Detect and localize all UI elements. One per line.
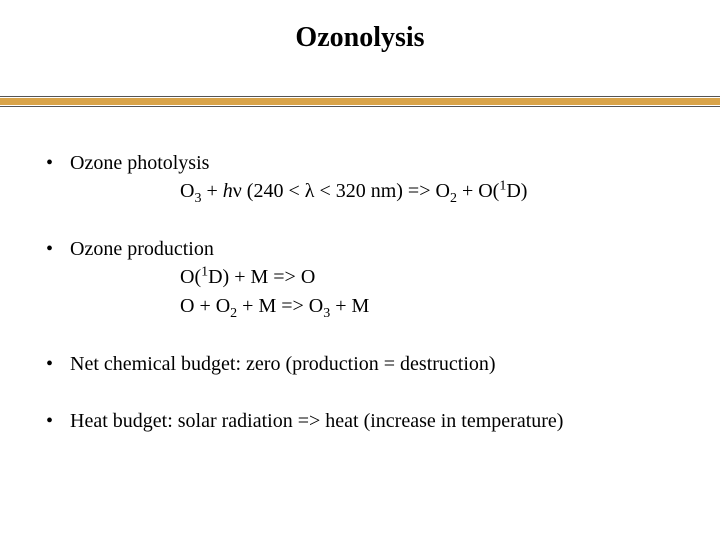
- bullet-item: • Heat budget: solar radiation => heat (…: [46, 408, 680, 435]
- eq-text: O: [180, 180, 194, 202]
- bullet-marker: •: [46, 150, 70, 206]
- eq-text: + M => O: [237, 295, 323, 317]
- bullet-body: Heat budget: solar radiation => heat (in…: [70, 408, 680, 435]
- bullet-label: Ozone production: [70, 236, 680, 263]
- eq-text: + M: [330, 295, 369, 317]
- slide-title: Ozonolysis: [0, 0, 720, 72]
- bullet-marker: •: [46, 236, 70, 321]
- eq-text: O: [436, 180, 450, 202]
- bullet-label: Heat budget: solar radiation => heat (in…: [70, 408, 680, 435]
- eq-text: O(: [180, 266, 201, 288]
- bullet-body: Ozone photolysis O3 + hν (240 < λ < 320 …: [70, 150, 680, 206]
- eq-subscript: 2: [450, 191, 457, 206]
- eq-text: < 320 nm) =>: [314, 180, 435, 202]
- bullet-body: Ozone production O(1D) + M => O O + O2 +…: [70, 236, 680, 321]
- eq-text: + O(: [457, 180, 499, 202]
- eq-text: O + O: [180, 295, 230, 317]
- bullet-marker: •: [46, 408, 70, 435]
- bullet-item: • Ozone production O(1D) + M => O O + O2…: [46, 236, 680, 321]
- equation-line: O3 + hν (240 < λ < 320 nm) => O2 + O(1D): [70, 177, 680, 206]
- eq-text: (240 <: [242, 180, 305, 202]
- rule-line-top: [0, 96, 720, 97]
- bullet-item: • Net chemical budget: zero (production …: [46, 351, 680, 378]
- bullet-label: Ozone photolysis: [70, 150, 680, 177]
- rule-line-bottom: [0, 106, 720, 107]
- slide-body: • Ozone photolysis O3 + hν (240 < λ < 32…: [46, 150, 680, 465]
- nu-symbol: ν: [233, 180, 242, 202]
- lambda-symbol: λ: [305, 180, 315, 202]
- eq-text: D): [506, 180, 527, 202]
- title-rule: [0, 96, 720, 107]
- rule-accent-bar: [0, 98, 720, 105]
- equation-line: O(1D) + M => O: [70, 263, 680, 292]
- bullet-marker: •: [46, 351, 70, 378]
- equation-line: O + O2 + M => O3 + M: [70, 292, 680, 321]
- bullet-body: Net chemical budget: zero (production = …: [70, 351, 680, 378]
- slide: { "title": "Ozonolysis", "accent_color":…: [0, 0, 720, 540]
- bullet-label: Net chemical budget: zero (production = …: [70, 351, 680, 378]
- eq-var-h: h: [223, 180, 233, 202]
- bullet-item: • Ozone photolysis O3 + hν (240 < λ < 32…: [46, 150, 680, 206]
- eq-text: +: [201, 180, 222, 202]
- eq-text: D) + M => O: [208, 266, 315, 288]
